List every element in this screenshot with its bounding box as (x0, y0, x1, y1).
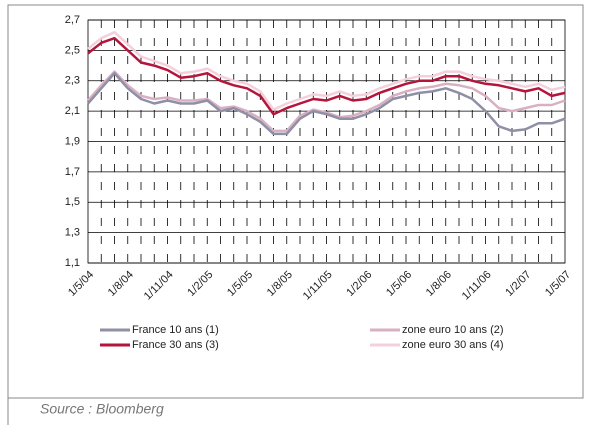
y-tick-label: 2,7 (65, 14, 80, 26)
series-line (87, 70, 566, 133)
legend-label: zone euro 30 ans (4) (402, 339, 504, 351)
y-tick-label: 1,7 (65, 166, 80, 178)
series-line (87, 36, 566, 116)
plot-frame (87, 19, 566, 264)
series-line (87, 30, 566, 111)
legend-label: zone euro 10 ans (2) (402, 324, 504, 336)
y-tick-label: 2,5 (65, 44, 80, 56)
legend-label: France 10 ans (1) (132, 324, 219, 336)
y-tick-label: 1,5 (65, 196, 80, 208)
legend-label: France 30 ans (3) (132, 339, 219, 351)
y-tick-label: 2,3 (65, 75, 80, 87)
y-tick-label: 1,3 (65, 227, 80, 239)
chart-frame (7, 4, 584, 399)
source: Source : Bloomberg (40, 401, 164, 417)
series-line (87, 71, 566, 136)
y-tick-label: 1,9 (65, 135, 80, 147)
y-tick-label: 1,1 (65, 257, 80, 269)
y-tick-label: 2,1 (65, 105, 80, 117)
